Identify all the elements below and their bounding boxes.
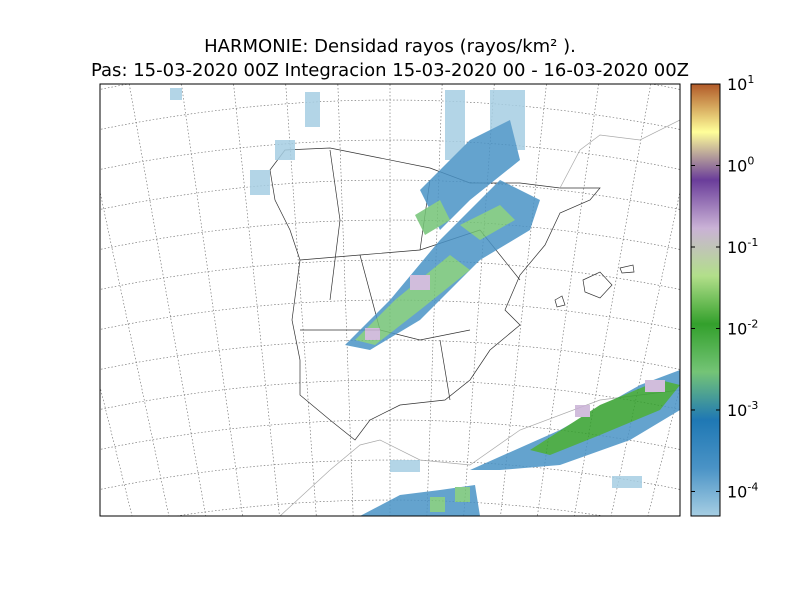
parallel [100, 379, 680, 410]
meridian [100, 190, 170, 516]
parallel [100, 219, 680, 250]
density-cell [390, 460, 420, 472]
mallorca [582, 271, 613, 299]
tick-base: 10 [727, 238, 747, 257]
tick-exponent: 1 [747, 73, 754, 86]
density-cell [170, 88, 182, 100]
density-cell [460, 205, 515, 240]
menorca [619, 264, 635, 274]
meridian [714, 60, 800, 540]
colorbar-tick-label: 10-3 [727, 399, 758, 420]
density-cell [612, 476, 642, 488]
density-cell [455, 487, 470, 502]
meridian [285, 84, 317, 516]
tick-base: 10 [727, 75, 747, 94]
tick-exponent: -2 [747, 317, 758, 330]
tick-base: 10 [727, 319, 747, 338]
tick-exponent: -3 [747, 399, 758, 412]
tick-exponent: -4 [747, 480, 758, 493]
meridian [181, 84, 243, 516]
density-cell [355, 255, 470, 345]
meridian [100, 385, 133, 516]
density-cell [410, 275, 430, 290]
density-cell [530, 380, 680, 455]
density-cell [415, 200, 450, 235]
parallel [100, 139, 680, 170]
meridian [573, 84, 652, 516]
tick-base: 10 [727, 401, 747, 420]
colorbar-tick-label: 10-2 [727, 317, 758, 338]
density-cell [275, 140, 295, 160]
map-subtitle: Pas: 15-03-2020 00Z Integracion 15-03-20… [91, 60, 689, 81]
density-cell [305, 92, 320, 127]
map-title: HARMONIE: Densidad rayos (rayos/km² ). [204, 36, 576, 57]
meridian [426, 84, 443, 516]
colorbar-tick-label: 100 [727, 154, 754, 175]
colorbar-tick-label: 10-1 [727, 236, 758, 257]
ibiza [554, 295, 566, 308]
meridian [233, 84, 280, 516]
meridian [128, 84, 207, 516]
meridian [610, 190, 680, 516]
tick-exponent: -1 [747, 236, 758, 249]
meridian [0, 60, 102, 540]
meridian [337, 84, 354, 516]
map-frame [99, 83, 681, 517]
parallel [174, 499, 606, 516]
density-cell [445, 90, 465, 160]
colorbar-tick-label: 10-4 [727, 480, 758, 501]
parallel [100, 99, 680, 130]
parallel [100, 179, 680, 210]
lightning-density-field [170, 88, 680, 516]
density-cell [360, 485, 480, 516]
tick-base: 10 [727, 156, 747, 175]
colorbar-tick-label: 101 [727, 73, 754, 94]
density-cell [575, 405, 590, 417]
tick-exponent: 0 [747, 154, 754, 167]
france-coastline [559, 119, 680, 189]
tick-base: 10 [727, 482, 747, 501]
meridian [537, 84, 599, 516]
density-cell [645, 380, 665, 392]
density-cell [430, 497, 445, 512]
map-area [0, 0, 800, 540]
density-cell [420, 120, 520, 230]
colorbar [690, 83, 721, 517]
density-cell [365, 328, 380, 340]
parallel [60, 0, 720, 18]
density-cell [250, 170, 270, 195]
